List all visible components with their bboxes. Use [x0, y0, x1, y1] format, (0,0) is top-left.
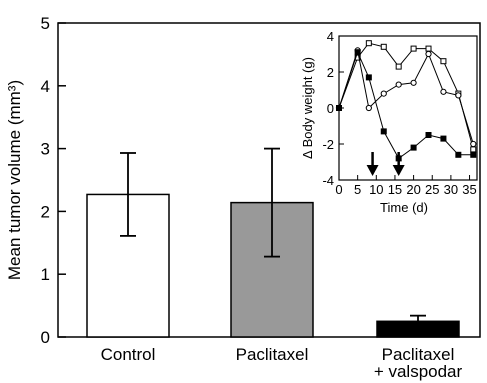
data-point-filled-square — [354, 49, 361, 56]
data-point-filled-square — [440, 135, 447, 142]
inset-x-tick-label: 35 — [462, 182, 476, 197]
inset-y-axis-label: Δ Body weight (g) — [300, 57, 315, 159]
inset-x-tick-label: 20 — [406, 182, 420, 197]
data-point-square — [365, 40, 372, 47]
series-line — [338, 50, 474, 160]
inset-x-tick-label: 5 — [354, 182, 361, 197]
data-point-circle — [395, 81, 402, 88]
dose-arrow-head — [366, 165, 379, 176]
main-category-labels: Control Paclitaxel Paclitaxel+ valspodar — [101, 345, 463, 381]
inset-y-tick-label: -2 — [322, 137, 334, 152]
inset-y-tick-label: -4 — [322, 173, 334, 188]
inset-dose-arrows — [366, 152, 405, 176]
data-point-circle — [425, 50, 432, 58]
inset-x-tick-label: 25 — [425, 182, 439, 197]
data-point-filled-square — [336, 105, 342, 111]
data-point-circle — [410, 79, 417, 86]
inset-x-tick-label: 30 — [444, 182, 458, 197]
main-bars — [86, 193, 460, 338]
data-point-circle — [470, 140, 477, 148]
data-point-square — [470, 146, 477, 153]
data-point-circle — [455, 92, 462, 99]
category-label: Paclitaxel — [236, 345, 309, 364]
data-point-circle — [365, 104, 372, 112]
series-line — [338, 50, 474, 145]
data-point-filled-square — [455, 151, 462, 158]
inset-y-tick-label: 4 — [327, 29, 334, 44]
inset-chart: 420-2-4 0 5 10 15 20 25 30 35 Time (d) Δ Body w… — [300, 29, 478, 215]
data-point-square — [440, 58, 447, 65]
dose-arrow-head — [392, 165, 405, 176]
series-line — [338, 42, 474, 150]
data-point-filled-square — [425, 132, 432, 138]
inset-series — [335, 40, 477, 162]
inset-x-tick-label: 15 — [388, 182, 402, 197]
inset-y-tick-label: 2 — [327, 65, 334, 80]
data-point-filled-square — [410, 144, 417, 151]
data-point-circle — [380, 90, 387, 97]
inset-plot-frame — [338, 35, 478, 181]
main-y-tick-label: 2 — [41, 202, 50, 221]
main-y-tick-label: 4 — [41, 77, 50, 96]
inset-x-tick-label: 0 — [335, 182, 342, 197]
data-point-filled-square — [470, 151, 477, 158]
data-point-filled-square — [380, 128, 387, 135]
main-y-axis-label: Mean tumor volume (mm³) — [5, 80, 24, 280]
data-point-circle — [440, 88, 447, 95]
main-y-tick-label: 1 — [41, 265, 50, 284]
main-y-tick-label: 3 — [41, 140, 50, 159]
inset-x-axis-label: Time (d) — [380, 200, 428, 215]
main-y-tick-label: 5 — [41, 14, 50, 33]
data-point-square — [425, 45, 432, 52]
data-point-square — [410, 45, 417, 52]
data-point-square — [395, 63, 402, 70]
inset-y-tick-label: 0 — [327, 101, 334, 116]
bar — [86, 193, 170, 338]
inset-x-tick-label: 10 — [369, 182, 383, 197]
main-error-bars — [120, 147, 426, 328]
category-label: Control — [101, 345, 156, 364]
category-label: Paclitaxel — [382, 345, 455, 364]
data-point-filled-square — [365, 74, 372, 81]
category-label: + valspodar — [374, 362, 463, 381]
inset-x-ticks: 0 5 10 15 20 25 30 35 — [335, 175, 477, 197]
data-point-square — [380, 43, 387, 50]
main-y-ticks: 0 1 2 3 4 5 — [41, 14, 66, 347]
main-y-tick-label: 0 — [41, 328, 50, 347]
